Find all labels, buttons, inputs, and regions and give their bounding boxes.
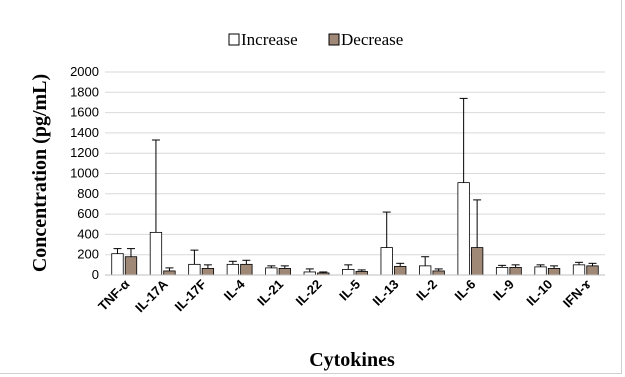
y-tick-label: 1400 (70, 125, 99, 140)
bar-increase-11 (534, 266, 547, 276)
bar-decrease-6 (355, 271, 368, 276)
bar-increase-10 (495, 266, 509, 276)
bar-increase-7 (380, 247, 393, 276)
y-tick-label: 400 (77, 226, 99, 241)
y-tick-labels: 0 200 400 600 800 1000 1200 1400 1600 1800 2000 (70, 64, 99, 282)
x-tick-label: IFN-ɤ (560, 276, 594, 310)
bar-decrease-7 (394, 265, 407, 276)
x-tick-label: IL-17F (172, 276, 210, 314)
x-tick-label: IL-13 (370, 277, 402, 309)
y-tick-label: 200 (77, 247, 99, 262)
y-tick-label: 800 (77, 186, 99, 201)
bar-decrease-2 (201, 268, 215, 276)
bar-increase-2 (188, 263, 201, 276)
x-tick-label: IL-4 (221, 276, 248, 303)
bar-decrease-9 (470, 247, 484, 276)
y-tick-label: 0 (92, 267, 99, 282)
gridlines (105, 71, 605, 276)
y-tick-label: 1200 (70, 145, 99, 160)
legend-label-increase: Increase (241, 30, 298, 49)
x-tick-label: IL-21 (254, 277, 286, 309)
legend: Increase Decrease (228, 30, 403, 49)
x-tick-label: IL-17A (132, 276, 171, 315)
legend-swatch-decrease (328, 33, 340, 46)
y-tick-label: 2000 (70, 64, 99, 79)
x-axis-title: Cytokines (309, 349, 395, 371)
y-tick-label: 1000 (70, 166, 99, 181)
bar-decrease-0 (124, 256, 138, 276)
bar-decrease-3 (240, 263, 253, 276)
bar-decrease-10 (509, 266, 522, 276)
legend-swatch-increase (228, 33, 240, 46)
bar-increase-0 (111, 253, 124, 276)
bar-increase-4 (265, 267, 278, 276)
x-tick-labels: TNF-α IL-17A IL-17F IL-4 IL-21 IL-22 IL-5 IL-13… (95, 276, 594, 315)
bar-increase-9 (457, 182, 470, 276)
plot-area (105, 97, 605, 276)
x-tick-label: IL-10 (523, 277, 555, 309)
y-tick-label: 1600 (70, 105, 99, 120)
x-tick-label: TNF-α (95, 277, 132, 314)
bar-increase-1 (149, 231, 163, 276)
x-tick-label: IL-6 (452, 277, 479, 304)
x-tick-label: IL-22 (293, 277, 325, 309)
x-tick-label: IL-9 (490, 277, 517, 304)
bar-decrease-4 (278, 268, 291, 276)
bar-increase-3 (226, 263, 240, 276)
y-tick-label: 600 (77, 206, 99, 221)
bar-decrease-8 (432, 270, 445, 276)
bar-decrease-11 (547, 268, 561, 276)
bar-decrease-12 (586, 265, 599, 276)
bar-increase-12 (572, 264, 586, 276)
y-tick-label: 1800 (70, 84, 99, 99)
legend-label-decrease: Decrease (341, 30, 403, 49)
bar-decrease-1 (163, 270, 176, 276)
x-tick-label: IL-5 (336, 277, 363, 304)
bar-increase-6 (342, 269, 355, 276)
bar-increase-8 (419, 265, 432, 276)
x-tick-label: IL-2 (413, 277, 440, 304)
y-axis-title: Concentration (pg/mL) (29, 74, 51, 272)
